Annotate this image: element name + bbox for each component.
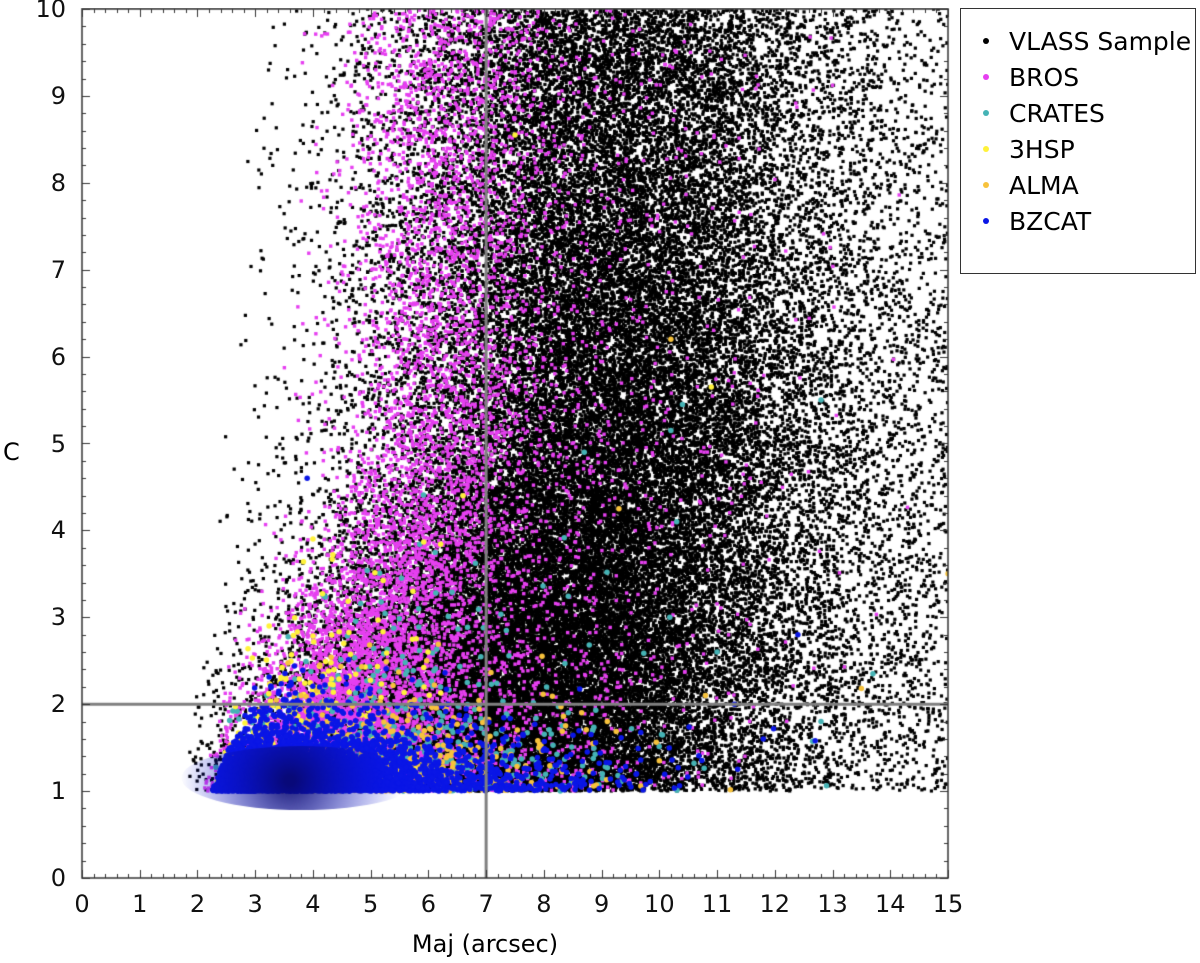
- legend-label: VLASS Sample: [1009, 26, 1192, 56]
- y-axis-label: C: [3, 438, 20, 466]
- y-tick-label: 0: [50, 864, 66, 892]
- legend-item-crates: CRATES: [961, 95, 1195, 131]
- legend-item-vlass: VLASS Sample: [961, 23, 1195, 59]
- legend: VLASS Sample BROS CRATES 3HSP ALMA BZCAT: [960, 8, 1196, 274]
- y-tick-label: 8: [50, 168, 66, 197]
- marker-dot-icon: [983, 182, 989, 188]
- legend-item-alma: ALMA: [961, 167, 1195, 203]
- x-tick-label: 1: [132, 890, 148, 918]
- y-tick-label: 3: [50, 603, 66, 632]
- y-tick-label: 6: [50, 342, 66, 371]
- x-tick-label: 13: [817, 890, 848, 918]
- legend-item-bros: BROS: [961, 59, 1195, 95]
- x-tick-label: 5: [363, 890, 379, 918]
- x-tick-label: 6: [420, 890, 437, 918]
- legend-label: 3HSP: [1009, 134, 1075, 164]
- legend-label: BZCAT: [1009, 206, 1092, 236]
- legend-item-bzcat: BZCAT: [961, 203, 1195, 239]
- y-tick-label: 1: [50, 777, 66, 806]
- x-tick-label: 15: [932, 890, 964, 918]
- legend-label: ALMA: [1009, 170, 1079, 200]
- y-tick-label: 9: [50, 81, 66, 110]
- marker-dot-icon: [983, 218, 989, 224]
- marker-dot-icon: [983, 110, 989, 116]
- y-tick-label: 10: [35, 0, 66, 23]
- marker-dot-icon: [983, 146, 989, 152]
- x-tick-label: 14: [874, 890, 906, 918]
- x-tick-label: 9: [593, 890, 610, 918]
- x-tick-label: 12: [759, 890, 791, 918]
- x-tick-label: 2: [189, 890, 206, 918]
- x-tick-label: 4: [305, 890, 321, 918]
- y-tick-label: 5: [50, 429, 66, 458]
- x-axis-label: Maj (arcsec): [411, 930, 559, 958]
- x-tick-label: 8: [536, 890, 552, 918]
- legend-label: BROS: [1009, 62, 1080, 92]
- x-tick-label: 11: [701, 890, 733, 918]
- marker-dot-icon: [983, 74, 989, 80]
- y-tick-label: 2: [50, 690, 66, 719]
- legend-label: CRATES: [1009, 98, 1105, 128]
- x-tick-label: 7: [478, 890, 494, 918]
- legend-item-3hsp: 3HSP: [961, 131, 1195, 167]
- y-tick-label: 7: [50, 255, 66, 284]
- x-tick-label: 3: [247, 890, 263, 918]
- marker-dot-icon: [983, 38, 989, 44]
- y-tick-label: 4: [50, 516, 66, 545]
- x-tick-label: 10: [644, 890, 675, 918]
- x-tick-label: 0: [74, 890, 90, 918]
